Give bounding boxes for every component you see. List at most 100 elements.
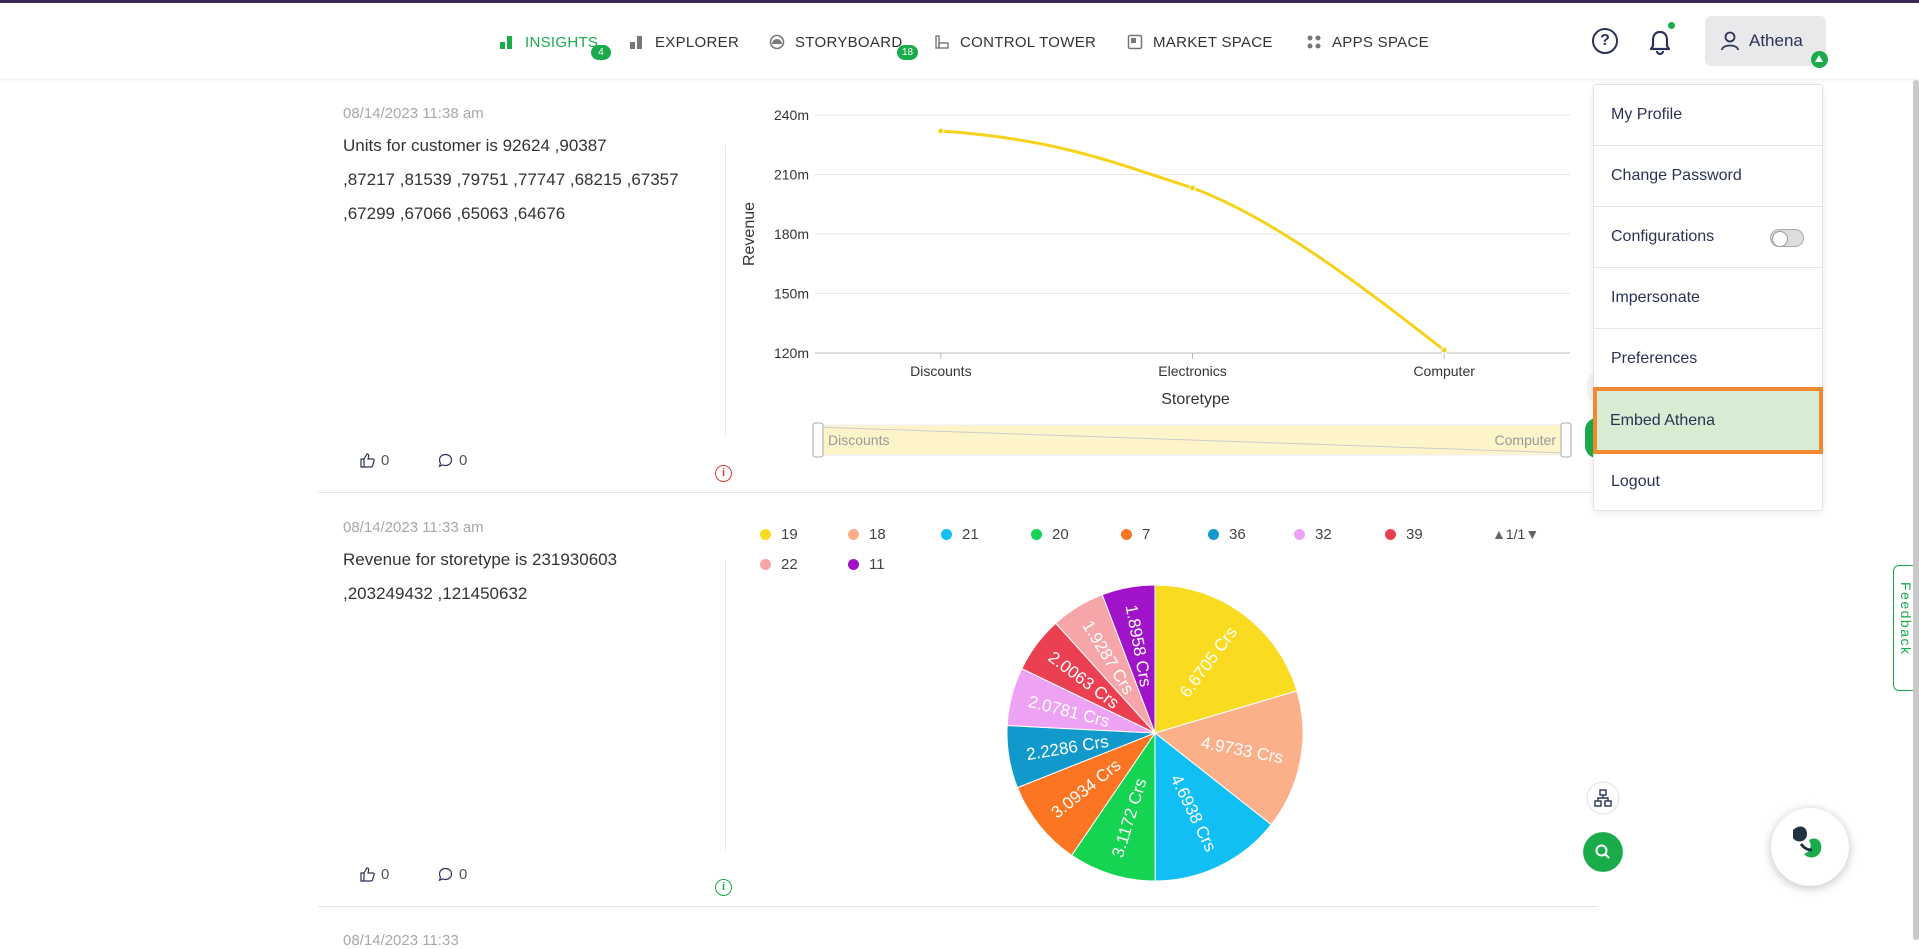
legend-label: 18 bbox=[869, 526, 886, 543]
comment-button[interactable]: 0 bbox=[438, 452, 467, 469]
legend-label: 20 bbox=[1052, 526, 1069, 543]
pie-slice[interactable] bbox=[1154, 584, 1298, 734]
pie-slice[interactable] bbox=[1154, 731, 1272, 882]
menu-item-change-password[interactable]: Change Password bbox=[1594, 146, 1822, 207]
legend-swatch bbox=[760, 559, 771, 570]
hierarchy-button[interactable] bbox=[1586, 781, 1620, 815]
pager-down-icon[interactable]: ▼ bbox=[1525, 526, 1540, 542]
nav-storyboard[interactable]: STORYBOARD bbox=[769, 31, 902, 53]
legend-item[interactable]: 19 bbox=[760, 526, 798, 543]
legend-item[interactable]: 18 bbox=[848, 526, 886, 543]
data-point[interactable] bbox=[1440, 346, 1448, 354]
comment-count: 0 bbox=[459, 866, 468, 883]
bell-icon[interactable] bbox=[1646, 28, 1674, 56]
like-button[interactable]: 0 bbox=[360, 452, 389, 469]
data-point[interactable] bbox=[1189, 184, 1196, 192]
zoom-handle-left[interactable] bbox=[812, 422, 824, 458]
notification-dot bbox=[1668, 22, 1675, 29]
legend-swatch bbox=[1208, 529, 1219, 540]
nav-apps-space[interactable]: APPS SPACE bbox=[1306, 31, 1429, 53]
search-fab[interactable] bbox=[1583, 832, 1623, 872]
pie-slice[interactable] bbox=[1101, 584, 1156, 734]
storyboard-badge: 18 bbox=[897, 45, 919, 60]
user-name: Athena bbox=[1749, 31, 1803, 50]
zoom-slider-preview bbox=[814, 426, 1569, 454]
menu-item-preferences[interactable]: Preferences bbox=[1594, 329, 1822, 390]
chart-side-tab[interactable] bbox=[1587, 372, 1597, 402]
card-divider bbox=[725, 145, 726, 435]
card-date: 08/14/2023 11:33 am bbox=[343, 519, 484, 536]
data-point[interactable] bbox=[937, 127, 945, 135]
x-tick-label: Computer bbox=[1413, 363, 1475, 379]
legend-item[interactable]: 11 bbox=[848, 556, 885, 573]
legend-item[interactable]: 39 bbox=[1385, 526, 1423, 543]
comment-count: 0 bbox=[459, 452, 468, 469]
legend-label: 21 bbox=[962, 526, 979, 543]
configurations-toggle[interactable] bbox=[1770, 229, 1804, 247]
nav-storyboard-label: STORYBOARD bbox=[795, 33, 903, 51]
menu-item-logout[interactable]: Logout bbox=[1611, 472, 1660, 490]
revenue-line-chart: 120m 150m 180m 210m 240m Discounts Electronics… bbox=[741, 107, 1572, 458]
pager-up-icon[interactable]: ▲ bbox=[1492, 526, 1506, 542]
answer-line: ,67299 ,67066 ,65063 ,64676 bbox=[343, 204, 566, 223]
comment-button[interactable]: 0 bbox=[438, 866, 467, 883]
card-divider bbox=[725, 560, 726, 850]
info-icon[interactable]: i bbox=[715, 879, 732, 896]
pie-slice[interactable] bbox=[1070, 731, 1156, 882]
nav-explorer[interactable]: EXPLORER bbox=[629, 31, 739, 53]
caret-up-icon[interactable] bbox=[1811, 51, 1828, 68]
pie-slice[interactable] bbox=[1016, 731, 1157, 856]
nav-insights[interactable]: INSIGHTS bbox=[499, 31, 598, 53]
x-tick-label: Discounts bbox=[910, 363, 971, 379]
legend-swatch bbox=[760, 529, 771, 540]
like-count: 0 bbox=[381, 452, 390, 469]
legend-pager[interactable]: ▲1/1▼ bbox=[1492, 526, 1539, 542]
control-tower-icon bbox=[935, 35, 949, 49]
nav-market-space[interactable]: MARKET SPACE bbox=[1127, 31, 1273, 53]
menu-item-my-profile[interactable]: My Profile bbox=[1594, 85, 1822, 146]
like-button[interactable]: 0 bbox=[360, 866, 389, 883]
legend-item[interactable]: 7 bbox=[1121, 526, 1150, 543]
user-dropdown-menu: My Profile Change Password Configuration… bbox=[1593, 84, 1823, 511]
y-tick-label: 120m bbox=[774, 345, 809, 361]
thumbs-up-icon bbox=[360, 453, 375, 468]
legend-item[interactable]: 36 bbox=[1208, 526, 1246, 543]
zoom-start-label: Discounts bbox=[828, 432, 889, 448]
menu-item-embed-athena[interactable]: Embed Athena bbox=[1593, 387, 1823, 454]
menu-item-configurations-label: Configurations bbox=[1611, 228, 1715, 245]
legend-swatch bbox=[1031, 529, 1042, 540]
legend-item[interactable]: 22 bbox=[760, 556, 798, 573]
legend-swatch bbox=[1385, 529, 1396, 540]
scrollbar-thumb[interactable] bbox=[1913, 80, 1919, 940]
legend-item[interactable]: 32 bbox=[1294, 526, 1332, 543]
explorer-icon bbox=[630, 36, 642, 49]
legend-label: 36 bbox=[1229, 526, 1246, 543]
legend-label: 19 bbox=[781, 526, 798, 543]
nav-apps-space-label: APPS SPACE bbox=[1332, 33, 1429, 51]
answer-line: Revenue for storetype is 231930603 bbox=[343, 550, 618, 569]
legend-swatch bbox=[848, 559, 859, 570]
legend-swatch bbox=[848, 529, 859, 540]
y-axis-title: Revenue bbox=[741, 202, 758, 266]
top-nav: INSIGHTS 4 EXPLORER STORYBOARD 18 CONTRO… bbox=[0, 3, 1919, 80]
nav-control-tower-label: CONTROL TOWER bbox=[960, 33, 1097, 51]
athena-assistant-button[interactable] bbox=[1771, 808, 1849, 886]
user-menu-button[interactable]: Athena bbox=[1705, 16, 1826, 66]
legend-item[interactable]: 20 bbox=[1031, 526, 1069, 543]
comment-icon bbox=[438, 867, 453, 882]
thumbs-up-icon bbox=[360, 867, 375, 882]
bar-chart-icon bbox=[500, 36, 512, 49]
y-tick-label: 210m bbox=[774, 167, 809, 183]
help-icon[interactable]: ? bbox=[1592, 28, 1618, 54]
athena-logo-icon bbox=[1793, 826, 1822, 858]
info-icon[interactable]: i bbox=[715, 465, 732, 482]
legend-swatch bbox=[1121, 529, 1132, 540]
zoom-handle-right[interactable] bbox=[1560, 422, 1572, 458]
menu-item-impersonate[interactable]: Impersonate bbox=[1594, 268, 1822, 329]
storyboard-icon bbox=[769, 34, 785, 50]
legend-item[interactable]: 21 bbox=[941, 526, 979, 543]
menu-item-configurations[interactable]: Configurations bbox=[1594, 207, 1822, 268]
nav-control-tower[interactable]: CONTROL TOWER bbox=[934, 31, 1096, 53]
pie-slice[interactable] bbox=[1153, 690, 1304, 826]
